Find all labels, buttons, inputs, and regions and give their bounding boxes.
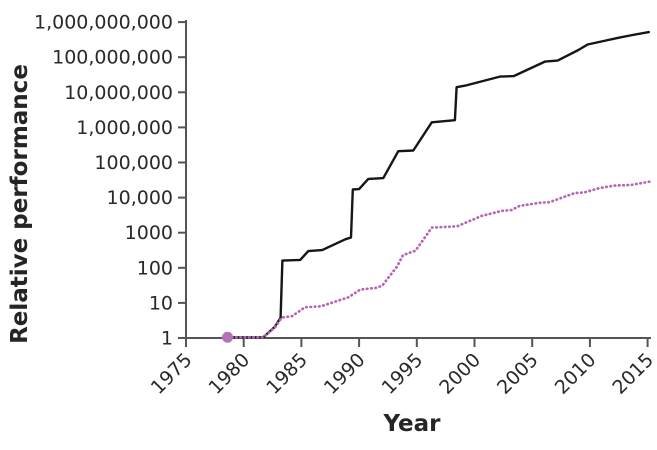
y-tick-label: 100,000,000 bbox=[52, 47, 173, 69]
y-tick-label: 10 bbox=[149, 292, 173, 314]
y-tick-label: 10,000 bbox=[107, 187, 173, 209]
x-tick-label: 2000 bbox=[435, 349, 485, 399]
x-tick-label: 2005 bbox=[493, 349, 543, 399]
x-tick-label: 2015 bbox=[608, 349, 657, 399]
x-tick-label: 1980 bbox=[204, 349, 254, 399]
x-axis-title: Year bbox=[383, 411, 441, 437]
y-tick-label: 1000 bbox=[125, 222, 173, 244]
y-tick-label: 1,000,000,000 bbox=[34, 12, 173, 34]
solid-black-line bbox=[226, 30, 650, 339]
x-tick-label: 1990 bbox=[320, 349, 370, 399]
y-tick-label: 10,000,000 bbox=[64, 82, 173, 104]
y-tick-label: 100,000 bbox=[94, 152, 173, 174]
x-tick-label: 2010 bbox=[551, 349, 601, 399]
x-tick-label: 1985 bbox=[262, 349, 312, 399]
dotted-purple-line bbox=[226, 180, 652, 339]
y-tick-label: 100 bbox=[137, 257, 173, 279]
x-tick-label: 1995 bbox=[378, 349, 428, 399]
start-marker-dot bbox=[222, 331, 234, 343]
y-tick-label: 1,000,000 bbox=[76, 117, 173, 139]
y-axis-title: Relative performance bbox=[7, 64, 33, 344]
y-tick-label: 1 bbox=[161, 328, 173, 350]
x-tick-label: 1975 bbox=[147, 349, 197, 399]
